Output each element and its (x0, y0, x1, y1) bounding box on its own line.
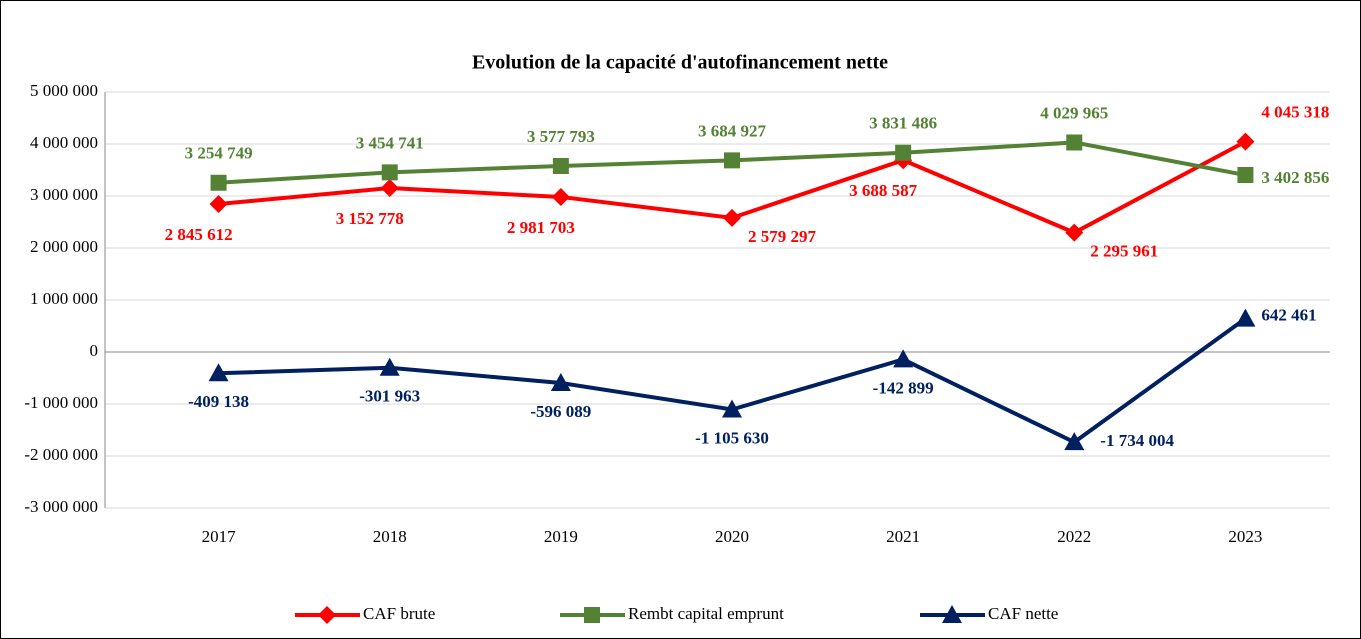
data-point (379, 357, 400, 376)
y-tick-label: 2 000 000 (30, 237, 98, 256)
x-tick-label: 2021 (886, 527, 920, 546)
legend-label: CAF nette (988, 604, 1058, 623)
data-point (209, 195, 228, 214)
data-point (722, 399, 742, 418)
data-label: 3 402 856 (1261, 168, 1329, 187)
y-tick-label: -3 000 000 (24, 497, 98, 516)
data-point (723, 208, 741, 227)
data-label: -142 899 (873, 378, 934, 397)
data-label: -301 963 (359, 387, 420, 406)
x-tick-label: 2023 (1228, 527, 1262, 546)
x-tick-label: 2020 (715, 527, 749, 546)
legend-marker (318, 606, 336, 624)
data-label: -409 138 (188, 392, 249, 411)
data-label: -1 734 004 (1100, 431, 1174, 450)
data-label: 2 295 961 (1090, 242, 1158, 261)
data-label: 2 579 297 (748, 227, 817, 246)
data-label: 3 688 587 (849, 181, 918, 200)
data-point (724, 152, 740, 169)
y-tick-label: 1 000 000 (30, 289, 98, 308)
data-label: 4 029 965 (1040, 103, 1108, 122)
data-point (380, 179, 399, 198)
y-tick-label: 4 000 000 (30, 133, 98, 152)
data-point (381, 164, 398, 181)
legend-marker (584, 607, 600, 623)
data-label: 3 684 927 (698, 121, 767, 140)
data-point (895, 144, 912, 161)
data-label: 3 254 749 (185, 144, 253, 163)
y-tick-label: 3 000 000 (30, 185, 98, 204)
x-tick-label: 2018 (373, 527, 407, 546)
data-point (210, 174, 227, 191)
data-label: 4 045 318 (1261, 103, 1329, 122)
data-label: 2 845 612 (165, 225, 233, 244)
data-label: 3 454 741 (356, 133, 424, 152)
data-point (551, 187, 570, 206)
data-label: 642 461 (1261, 305, 1316, 324)
x-tick-label: 2019 (544, 527, 578, 546)
chart-title: Evolution de la capacité d'autofinanceme… (472, 52, 888, 74)
data-point (893, 349, 914, 368)
data-point (1066, 134, 1083, 151)
legend-label: CAF brute (363, 604, 435, 623)
x-tick-label: 2022 (1057, 527, 1091, 546)
data-point (1064, 432, 1085, 451)
x-tick-label: 2017 (202, 527, 237, 546)
data-point (1236, 132, 1255, 151)
data-point (552, 157, 569, 174)
data-point (550, 372, 571, 391)
data-label: 3 152 778 (336, 209, 404, 228)
data-label: 2 981 703 (507, 218, 575, 237)
legend-label: Rembt capital emprunt (628, 604, 784, 623)
data-point (1237, 167, 1254, 184)
data-label: -1 105 630 (695, 428, 769, 447)
legend-marker (942, 605, 962, 623)
data-label: -596 089 (530, 402, 591, 421)
y-tick-label: 0 (90, 341, 99, 360)
y-tick-label: -1 000 000 (24, 393, 98, 412)
data-point (1235, 308, 1256, 327)
y-tick-label: -2 000 000 (24, 445, 98, 464)
data-label: 3 831 486 (869, 114, 937, 133)
data-point (208, 363, 229, 382)
data-label: 3 577 793 (527, 127, 595, 146)
data-point (1065, 223, 1084, 242)
y-tick-label: 5 000 000 (30, 81, 98, 100)
